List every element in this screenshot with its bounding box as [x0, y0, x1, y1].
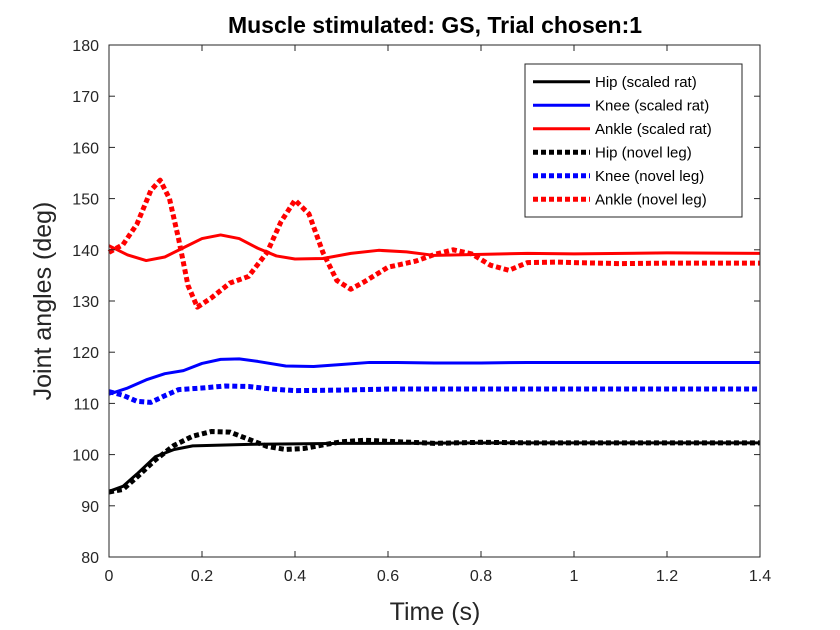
series-line-3: [108, 233, 761, 263]
y-tick-label: 160: [72, 140, 99, 157]
y-tick-label: 90: [81, 499, 99, 516]
series-line-6: [107, 177, 760, 310]
x-tick-label: 1.4: [749, 568, 771, 585]
y-tick-label: 80: [81, 550, 99, 567]
y-tick-label: 120: [72, 345, 99, 362]
legend-box: [524, 63, 743, 218]
legend: Hip (scaled rat) Knee (scaled rat) Ankle (…: [524, 63, 743, 218]
x-tick-label: 1.2: [656, 568, 678, 585]
y-tick-label: 180: [72, 38, 99, 55]
legend-entry-label: Knee (novel leg): [595, 168, 704, 185]
legend-entry-label: Ankle (novel leg): [595, 191, 707, 208]
series-line-4: [108, 429, 760, 495]
legend-entry-label: Hip (novel leg): [595, 144, 692, 161]
y-tick-label: 140: [72, 243, 99, 260]
y-tick-label: 170: [72, 89, 99, 106]
x-tick-label: 0.2: [191, 568, 213, 585]
x-tick-label: 0: [105, 568, 114, 585]
x-tick-label: 0.4: [284, 568, 306, 585]
series-line-5: [108, 383, 760, 405]
y-tick-label: 150: [72, 192, 99, 209]
ticks-layer: 0 0.2 0.4 0.6 0.8 1 1.2 1.4 80 90 100 110 120 130 140 1…: [72, 38, 771, 585]
y-tick-label: 130: [72, 294, 99, 311]
y-axis-label: Joint angles (deg): [29, 202, 57, 401]
series-line-2: [108, 357, 760, 396]
chart-title: Muscle stimulated: GS, Trial chosen:1: [228, 12, 642, 38]
legend-entry-label: Knee (scaled rat): [595, 97, 709, 114]
y-tick-label: 110: [73, 396, 99, 413]
x-tick-label: 0.8: [470, 568, 492, 585]
x-axis-label: Time (s): [390, 598, 481, 626]
legend-entry-label: Hip (scaled rat): [595, 74, 697, 91]
series-layer: [107, 177, 761, 495]
y-tick-label: 100: [72, 448, 99, 465]
legend-entry-label: Ankle (scaled rat): [595, 121, 712, 138]
x-tick-label: 1: [570, 568, 579, 585]
x-tick-label: 0.6: [377, 568, 399, 585]
